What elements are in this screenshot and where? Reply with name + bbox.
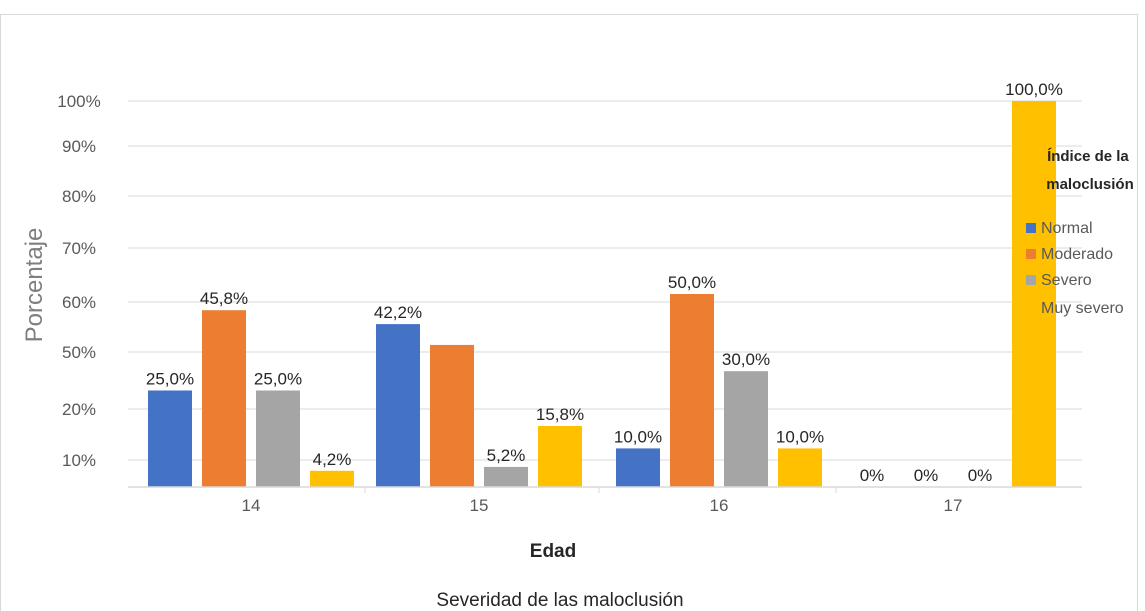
legend-title: Índice de la maloclusión xyxy=(1046,148,1134,193)
bar-moderado-14 xyxy=(202,310,246,487)
x-tick-label: 15 xyxy=(470,496,489,515)
bar-normal-16 xyxy=(616,448,660,487)
data-label: 25,0% xyxy=(146,370,194,389)
y-axis-title: Porcentaje xyxy=(21,228,48,343)
bar-severo-15 xyxy=(484,466,528,487)
y-tick-label: 80% xyxy=(62,187,96,206)
legend-swatch xyxy=(1026,303,1036,313)
data-label: 25,0% xyxy=(254,370,302,389)
data-label: 4,2% xyxy=(313,450,352,469)
legend-item-severo: Severo xyxy=(1026,272,1092,289)
chart-frame xyxy=(0,14,1138,611)
data-label: 0% xyxy=(968,466,993,485)
data-label: 50,0% xyxy=(668,273,716,292)
y-tick-label: 50% xyxy=(62,343,96,362)
legend-item-muy-severo: Muy severo xyxy=(1026,300,1124,317)
y-axis-ticks: 10% 20% 50% 60% 70% 80% 90% 100% xyxy=(57,92,100,470)
legend-label: Normal xyxy=(1041,220,1093,237)
bar-moderado-15 xyxy=(430,344,474,487)
legend-swatch xyxy=(1026,223,1036,233)
legend-swatch xyxy=(1026,275,1036,285)
x-tick-label: 16 xyxy=(710,496,729,515)
legend-label: Severo xyxy=(1041,272,1092,289)
x-tick-label: 14 xyxy=(242,496,261,515)
data-label: 42,2% xyxy=(374,303,422,322)
y-tick-label: 90% xyxy=(62,137,96,156)
legend: Índice de la maloclusión Normal Moderado S… xyxy=(1026,148,1134,317)
data-label: 5,2% xyxy=(487,446,526,465)
x-tick-label: 17 xyxy=(944,496,963,515)
x-axis-title: Edad xyxy=(530,541,576,562)
bar-severo-16 xyxy=(724,371,768,487)
data-label: 100,0% xyxy=(1005,80,1063,99)
data-label: 15,8% xyxy=(536,405,584,424)
data-label: 0% xyxy=(860,466,885,485)
bar-moderado-16 xyxy=(670,294,714,487)
bar-muy-severo-16 xyxy=(778,448,822,487)
data-labels: 25,0% 45,8% 25,0% 4,2% 42,2% 5,2% 15,8% 10,0% 50… xyxy=(146,80,1063,485)
bars xyxy=(148,101,1056,487)
bar-normal-14 xyxy=(148,390,192,487)
bar-muy-severo-17 xyxy=(1012,101,1056,487)
legend-label: Muy severo xyxy=(1041,300,1124,317)
data-label: 10,0% xyxy=(614,427,662,446)
legend-swatch xyxy=(1026,249,1036,259)
y-tick-label: 70% xyxy=(62,239,96,258)
bar-muy-severo-15 xyxy=(538,426,582,487)
y-tick-label: 100% xyxy=(57,92,100,111)
legend-item-normal: Normal xyxy=(1026,220,1093,237)
bar-muy-severo-14 xyxy=(310,470,354,487)
y-tick-label: 60% xyxy=(62,293,96,312)
data-label: 45,8% xyxy=(200,289,248,308)
y-tick-label: 20% xyxy=(62,400,96,419)
data-label: 10,0% xyxy=(776,427,824,446)
bar-severo-14 xyxy=(256,390,300,487)
bar-normal-15 xyxy=(376,324,420,487)
legend-label: Moderado xyxy=(1041,246,1113,263)
data-label: 0% xyxy=(914,466,939,485)
x-axis-ticks: 14 15 16 17 xyxy=(242,487,963,515)
legend-item-moderado: Moderado xyxy=(1026,246,1113,263)
y-tick-label: 10% xyxy=(62,451,96,470)
data-label: 30,0% xyxy=(722,350,770,369)
chart-caption: Severidad de las maloclusión xyxy=(436,590,683,611)
